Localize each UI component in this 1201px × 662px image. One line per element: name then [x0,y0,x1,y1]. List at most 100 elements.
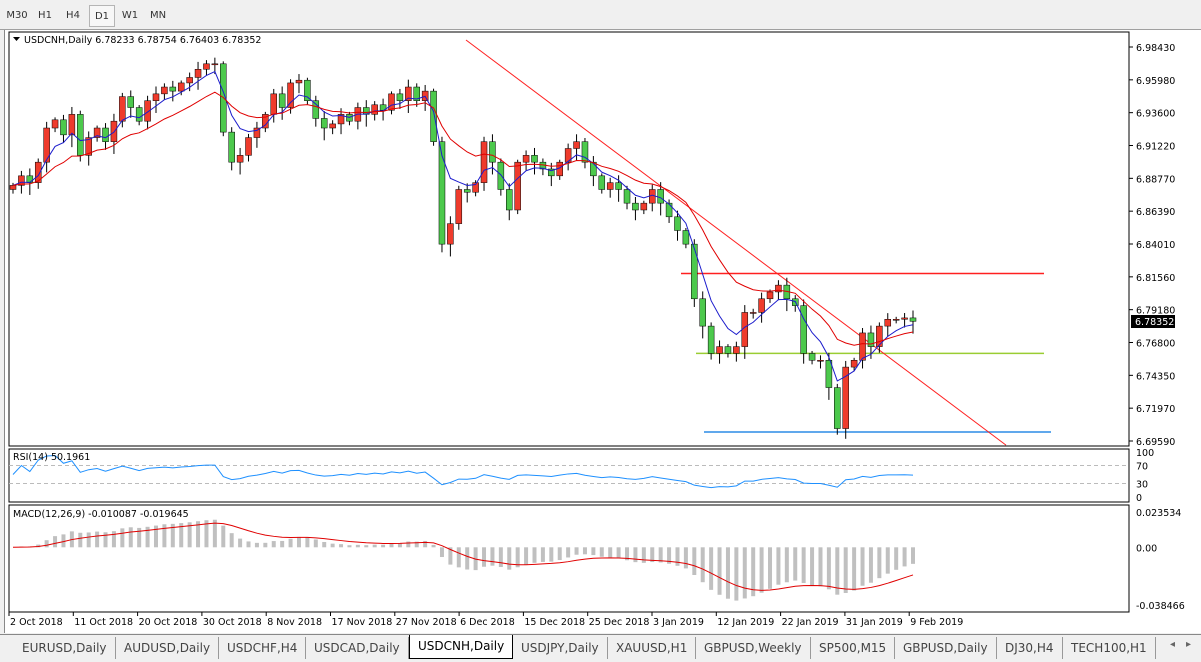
macd-bar [650,547,655,563]
macd-bar [61,534,66,548]
chart-header: USDCNH,Daily 6.78233 6.78754 6.76403 6.7… [24,35,261,46]
candle-body [573,141,580,149]
candle [632,197,639,221]
candle-body [859,332,866,361]
candle [733,341,740,362]
chart-tab[interactable]: TECH100,H1 [1063,637,1156,659]
chart-tab[interactable]: DJ30,H4 [997,637,1063,659]
candle [590,156,597,187]
candle [169,80,177,102]
macd-bar [448,547,453,565]
date-tick-label: 20 Oct 2018 [139,617,198,628]
macd-bar [507,547,512,570]
collapse-triangle-icon[interactable] [13,37,20,41]
candle-body [43,127,50,163]
macd-bar [339,544,344,548]
timeframe-mn[interactable]: MN [149,10,167,21]
candle-body [18,175,25,186]
macd-bar [204,520,209,548]
chart-tab[interactable]: XAUUSD,H1 [608,637,697,659]
macd-bar [793,547,798,581]
macd-tick-label: -0.038466 [1136,601,1185,612]
candle [724,344,732,358]
macd-bar [355,544,360,548]
macd-bar [271,541,276,548]
candle-body [295,79,303,84]
chart-tabs: EURUSD,Daily AUDUSD,Daily USDCHF,H4 USDCAD,… [0,634,1201,662]
tabs-scroll-left-icon[interactable]: ◂ [1170,639,1176,650]
timeframe-m30[interactable]: M30 [6,10,28,21]
candle [102,123,109,150]
chart-window[interactable]: 6.98430 6.95980 6.93600 6.91220 6.88770 6.863… [4,30,1201,633]
candle-body [127,96,135,108]
macd-bar [524,547,529,565]
macd-bar [810,547,815,586]
chart-canvas[interactable]: 6.98430 6.95980 6.93600 6.91220 6.88770 6.863… [5,30,1201,633]
candle [876,322,883,353]
macd-bar [709,547,714,590]
candle-body [497,161,505,190]
candle-body [800,305,807,354]
macd-bar [658,547,663,563]
timeframe-w1[interactable]: W1 [121,10,139,21]
candle [817,355,824,369]
candle [161,83,168,101]
candle [405,79,412,113]
candle-body [716,346,723,354]
chart-tab[interactable]: AUDUSD,Daily [116,637,220,659]
price-tick-label: 6.98430 [1136,43,1175,54]
chart-tab[interactable]: USDCHF,H4 [219,637,307,659]
candle-body [724,346,732,354]
candle-body [430,90,437,142]
macd-bar [826,547,831,590]
candle-body [506,189,513,211]
rsi-tick-label: 70 [1136,462,1148,473]
macd-bar [868,547,873,583]
timeframe-d1[interactable]: D1 [89,5,115,27]
macd-bar [717,547,722,595]
macd-bar [633,547,638,563]
tabs-scroll-right-icon[interactable]: ▸ [1186,639,1192,650]
candle [60,114,67,144]
price-tick-label: 6.69590 [1136,437,1175,448]
macd-bar [280,540,285,548]
candle-body [691,243,698,300]
date-tick-label: 11 Oct 2018 [74,617,133,628]
candle [430,88,437,146]
chart-tab[interactable]: EURUSD,Daily [14,637,116,659]
macd-bar [414,541,419,548]
candle-body [93,127,101,138]
macd-bar [566,547,571,558]
candle-body [77,114,84,156]
chart-tab[interactable]: USDCAD,Daily [306,637,409,659]
price-tick-label: 6.79180 [1136,306,1175,317]
candle [867,325,875,359]
chart-tab[interactable]: SP500,M15 [811,637,896,659]
candle [581,137,589,169]
macd-bar [557,547,562,561]
candle [203,60,210,76]
price-tick-label: 6.95980 [1136,76,1175,87]
timeframe-h1[interactable]: H1 [38,10,52,21]
candle-body [447,223,454,245]
chart-tab[interactable]: USDJPY,Daily [513,637,608,659]
fast-moving-average [12,70,914,382]
chart-tab[interactable]: GBPUSD,Daily [895,637,997,659]
candle [337,108,345,135]
timeframe-h4[interactable]: H4 [66,10,80,21]
candle-body [278,93,286,108]
chart-tab[interactable]: GBPUSD,Weekly [696,637,811,659]
macd-bar [911,547,915,564]
trendline[interactable] [465,39,1007,446]
macd-bar [625,547,630,561]
macd-bar [95,531,100,548]
macd-bar [212,519,217,548]
candle-body [329,123,336,129]
candle [834,383,841,435]
chart-tab[interactable]: USDCNH,Daily [409,635,514,659]
macd-bar [801,547,806,584]
candle [716,340,723,364]
candle [228,127,235,171]
candle-body [707,325,715,354]
candle-body [455,189,463,224]
